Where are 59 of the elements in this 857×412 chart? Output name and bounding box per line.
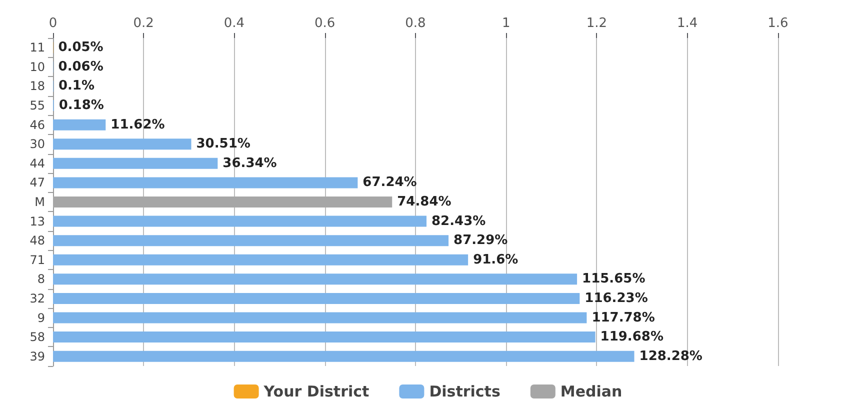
x-tick-label: 1 (502, 16, 510, 31)
y-tick-label: 58 (30, 330, 45, 344)
x-tick-label: 1.4 (677, 16, 698, 31)
legend-label: Median (560, 382, 622, 400)
data-label: 0.05% (58, 40, 104, 56)
data-label: 117.78% (592, 310, 655, 326)
y-tick-label: 30 (30, 137, 45, 152)
x-tick-label: 0.8 (405, 16, 426, 31)
data-label: 115.65% (582, 272, 646, 287)
data-label: 0.1% (58, 78, 95, 94)
y-tick-label: 9 (37, 310, 45, 325)
y-tick-label: M (34, 195, 45, 209)
y-tick-label: 18 (30, 79, 45, 94)
y-tick-label: 46 (30, 118, 45, 132)
bar (53, 196, 392, 208)
bar (53, 350, 634, 362)
data-label: 74.84% (397, 194, 452, 210)
x-tick-label: 1.6 (768, 16, 788, 31)
y-tick-label: 13 (30, 214, 45, 228)
x-tick-label: 0 (48, 16, 58, 31)
y-tick-label: 47 (30, 176, 45, 190)
bar (53, 216, 427, 227)
y-tick-label: 39 (30, 349, 45, 364)
bar (53, 292, 580, 304)
data-label: 11.62% (110, 117, 165, 132)
bar (53, 119, 106, 130)
y-tick-label: 8 (37, 272, 45, 286)
data-label: 116.23% (584, 290, 648, 306)
data-label: 87.29% (454, 233, 508, 248)
y-tick-label: 71 (30, 252, 45, 267)
data-label: 91.6% (473, 252, 518, 268)
bar (53, 158, 218, 169)
y-tick-label: 55 (30, 98, 45, 113)
bar (53, 254, 468, 266)
y-tick-label: 44 (30, 156, 45, 170)
x-tick-label: 1.2 (586, 16, 608, 31)
y-tick-label: 11 (30, 40, 45, 55)
data-label: 128.28% (639, 348, 702, 364)
bar (53, 138, 192, 150)
bar (53, 312, 587, 324)
data-label: 119.68% (600, 330, 664, 345)
data-label: 0.06% (58, 59, 104, 74)
y-tick-label: 32 (30, 291, 45, 306)
bar (53, 274, 578, 285)
y-tick-label: 48 (30, 234, 45, 248)
data-label: 67.24% (362, 175, 417, 190)
data-label: 36.34% (222, 156, 277, 171)
x-tick-label: 0.2 (133, 16, 154, 31)
data-label: 30.51% (196, 136, 250, 152)
bar (53, 332, 596, 343)
bar (53, 235, 449, 246)
legend-label: Districts (429, 382, 500, 400)
data-label: 82.43% (432, 214, 486, 229)
x-tick-label: 0.4 (224, 16, 245, 31)
data-label: 0.18% (58, 98, 104, 114)
legend-label: Your District (262, 382, 370, 400)
x-tick-label: 0.6 (314, 16, 336, 31)
bar (53, 177, 358, 188)
y-tick-label: 10 (30, 60, 45, 74)
